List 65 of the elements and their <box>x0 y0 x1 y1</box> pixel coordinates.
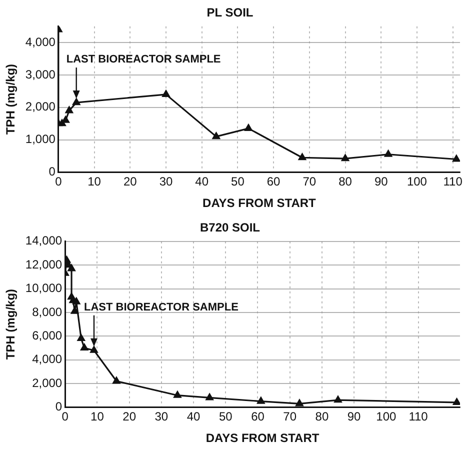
x-tick-label: 50 <box>231 174 245 189</box>
x-tick-label: 10 <box>88 174 102 189</box>
y-tick-label: 6,000 <box>32 328 62 342</box>
x-tick-label: 30 <box>154 410 168 424</box>
y-axis-title: TPH (mg/kg) <box>4 288 18 360</box>
x-tick-label: 60 <box>251 410 265 424</box>
x-axis-title: DAYS FROM START <box>206 431 320 446</box>
x-tick-label: 40 <box>195 174 209 189</box>
y-tick-label: 8,000 <box>32 304 62 319</box>
point <box>62 116 70 123</box>
y-tick-label: 14,000 <box>25 234 62 248</box>
point <box>206 393 214 400</box>
point <box>80 344 88 351</box>
x-tick-label: 80 <box>338 174 352 189</box>
x-tick-label: 90 <box>347 410 362 424</box>
y-tick-label: 2,000 <box>32 376 62 390</box>
point <box>384 150 392 157</box>
point <box>112 376 120 384</box>
annotation: LAST BIOREACTOR SAMPLE <box>66 54 221 66</box>
point <box>90 346 98 353</box>
x-tick-label: 30 <box>159 174 173 189</box>
y-tick-label: 3,000 <box>25 67 56 82</box>
x-tick-label: 100 <box>406 174 428 189</box>
x-tick-label: 90 <box>374 174 388 189</box>
point <box>68 264 76 272</box>
x-tick-label: 50 <box>218 410 233 424</box>
point <box>72 298 80 304</box>
y-tick-label: 4,000 <box>32 352 62 366</box>
point <box>296 399 304 406</box>
chart-title: PL SOIL <box>206 6 254 20</box>
x-tick-label: 110 <box>443 174 463 189</box>
y-tick-label: 1,000 <box>25 132 56 146</box>
point <box>452 398 460 406</box>
point <box>77 334 85 342</box>
x-tick-label: 70 <box>302 174 316 189</box>
point <box>174 391 182 398</box>
x-tick-label: 40 <box>186 410 201 424</box>
point <box>244 124 252 132</box>
y-tick-label: 10,000 <box>25 281 62 296</box>
point <box>341 154 350 162</box>
x-tick-label: 20 <box>122 410 136 424</box>
x-tick-label: 60 <box>266 174 281 189</box>
x-tick-label: 20 <box>123 174 138 189</box>
x-tick-label: 70 <box>283 410 297 424</box>
point <box>452 154 460 162</box>
x-tick-label: 110 <box>408 410 428 424</box>
x-tick-label: 80 <box>315 410 329 424</box>
point <box>162 90 170 97</box>
y-tick-label: 12,000 <box>25 257 62 272</box>
point <box>298 153 306 160</box>
x-tick-label: 100 <box>376 410 396 424</box>
y-tick-label: 4,000 <box>25 34 56 49</box>
y-tick-label: 0 <box>55 400 62 414</box>
point <box>257 396 265 404</box>
point <box>212 132 220 140</box>
y-axis-title: TPH (mg/kg) <box>4 64 18 135</box>
point <box>65 106 74 114</box>
chart-title: B720 SOIL <box>200 220 260 235</box>
y-tick-label: 2,000 <box>25 100 56 114</box>
point <box>72 98 80 106</box>
x-tick-label: 10 <box>90 410 104 424</box>
y-tick-label: 0 <box>48 164 56 179</box>
point <box>334 396 342 403</box>
x-axis-title: DAYS FROM START <box>202 196 317 210</box>
annotation: LAST BIOREACTOR SAMPLE <box>84 301 238 314</box>
